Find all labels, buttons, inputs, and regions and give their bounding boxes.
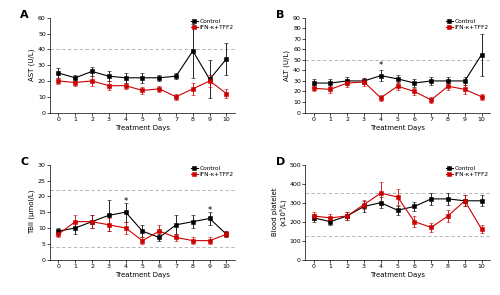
Text: D: D: [276, 157, 285, 167]
X-axis label: Treatment Days: Treatment Days: [370, 271, 425, 278]
Legend: Control, IFN-κ+TFF2: Control, IFN-κ+TFF2: [446, 166, 489, 177]
Text: C: C: [20, 157, 28, 167]
Y-axis label: Blood platelet
(x10⁹/L): Blood platelet (x10⁹/L): [272, 188, 286, 236]
X-axis label: Treatment Days: Treatment Days: [115, 271, 170, 278]
Legend: Control, IFN-κ+TFF2: Control, IFN-κ+TFF2: [191, 19, 234, 30]
Text: *: *: [208, 206, 212, 215]
Legend: Control, IFN-κ+TFF2: Control, IFN-κ+TFF2: [446, 19, 489, 30]
Y-axis label: ALT (U/L): ALT (U/L): [284, 50, 290, 81]
Text: *: *: [378, 61, 383, 71]
Y-axis label: TBII (μmol/L): TBII (μmol/L): [28, 190, 35, 235]
Text: B: B: [276, 10, 284, 20]
Text: *: *: [124, 197, 128, 206]
X-axis label: Treatment Days: Treatment Days: [370, 124, 425, 130]
Text: A: A: [20, 10, 29, 20]
Legend: Control, IFN-κ+TFF2: Control, IFN-κ+TFF2: [191, 166, 234, 177]
X-axis label: Treatment Days: Treatment Days: [115, 124, 170, 130]
Y-axis label: AST (U/L): AST (U/L): [28, 49, 35, 81]
